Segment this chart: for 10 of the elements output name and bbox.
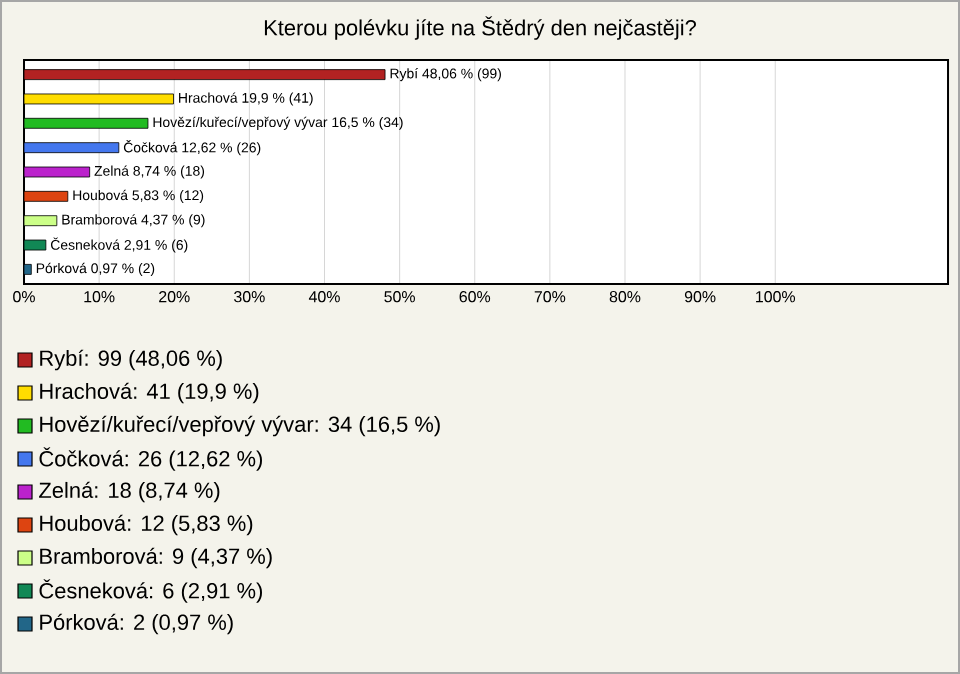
text: Hovězí/kuřecí/vepřový vývar: 34 (16,5 %)	[40, 415, 440, 437]
text: Česneková: 6 (2,91 %)	[39, 579, 262, 603]
text: Zelná: 18 (8,74 %)	[39, 481, 220, 503]
text: Houbová: 12 (5,83 %)	[40, 514, 253, 536]
text: Hrachová: 41 (19,9 %)	[40, 382, 259, 404]
text: Rybí: 99 (48,06 %)	[40, 349, 222, 371]
text: Čočková: 26 (12,62 %)	[39, 447, 262, 471]
text: Pórková: 2 (0,97 %)	[40, 613, 233, 635]
chart-title: Kterou polévku jíte na Štědrý den nejčastěji?	[264, 16, 696, 40]
text: Bramborová: 9 (4,37 %)	[40, 547, 272, 569]
